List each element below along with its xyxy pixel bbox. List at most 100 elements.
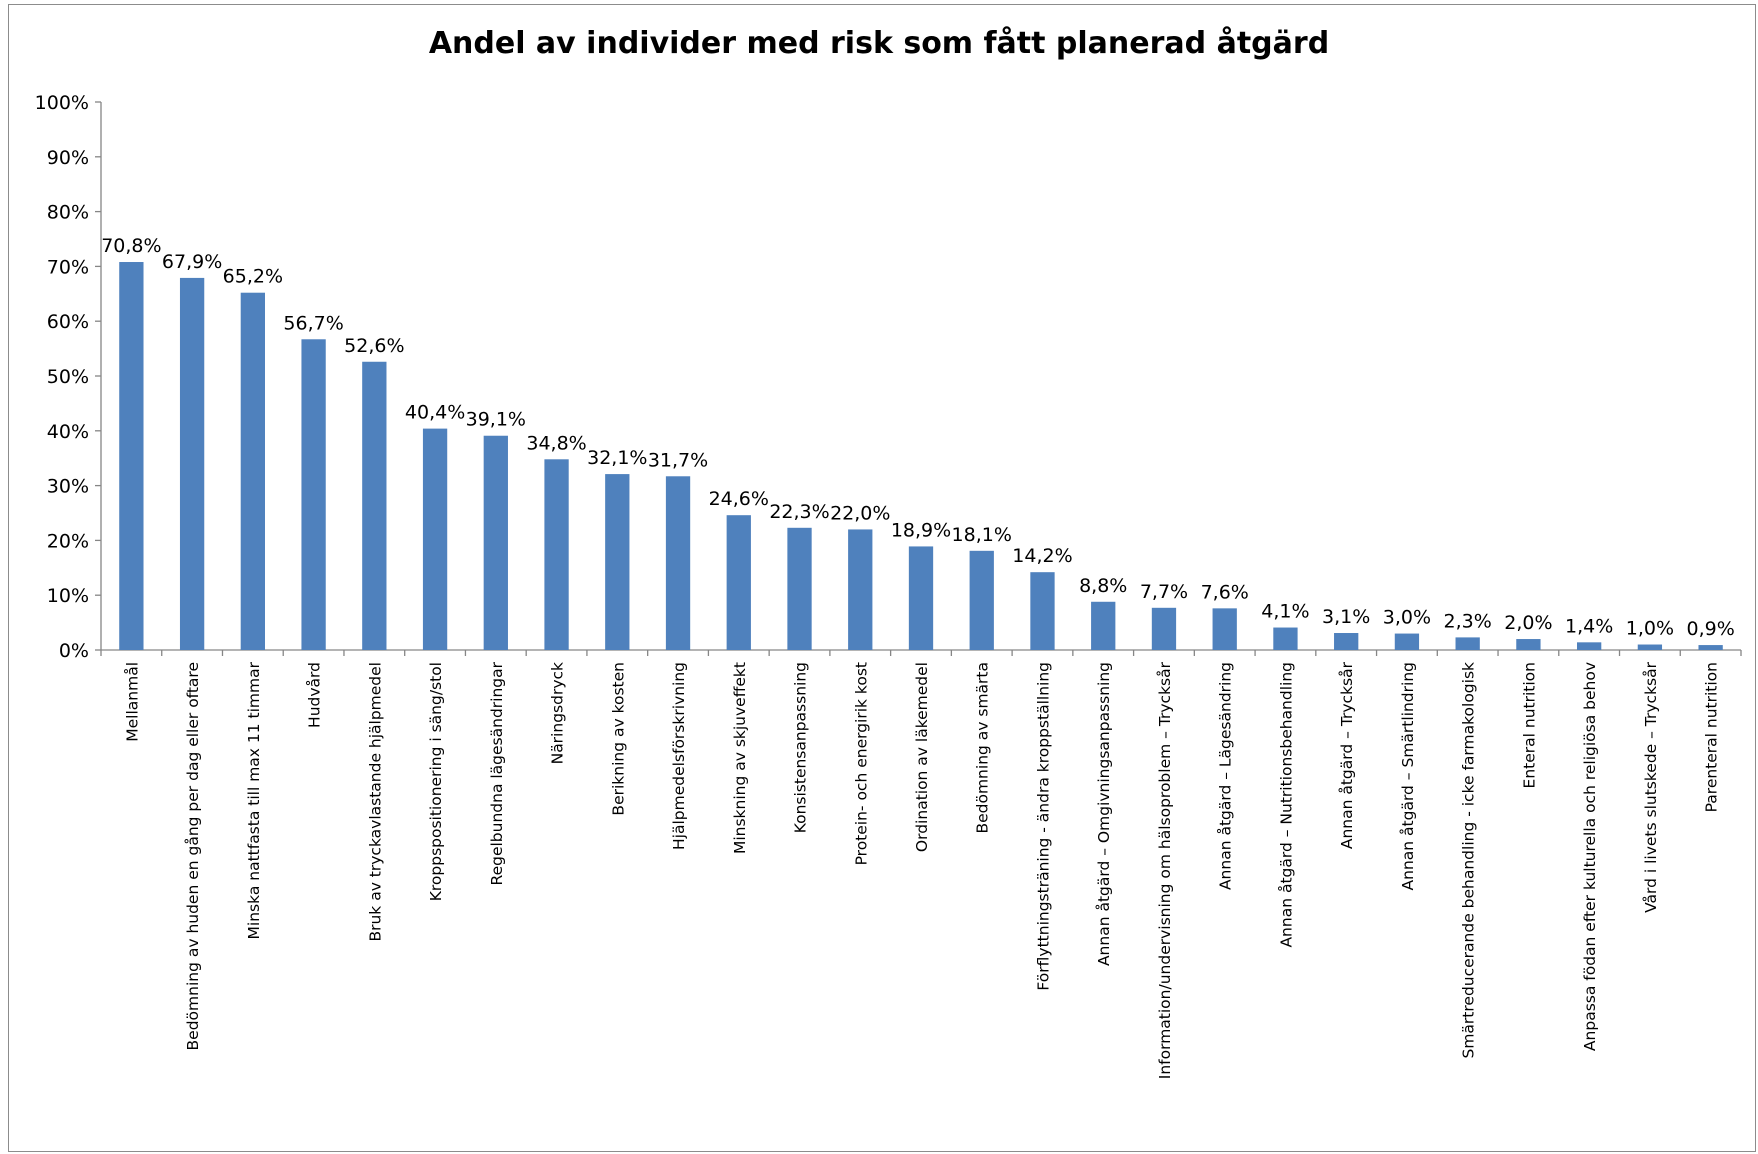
bar — [726, 515, 751, 650]
category-label: Enteral nutrition — [1520, 662, 1538, 788]
bar — [1273, 627, 1298, 650]
data-label: 7,7% — [1140, 581, 1188, 603]
bar — [301, 339, 326, 650]
y-tick-label: 60% — [47, 311, 89, 333]
bar — [848, 529, 873, 650]
category-label: Smärtreducerande behandling - icke farma… — [1460, 662, 1478, 1059]
data-label: 3,1% — [1322, 606, 1370, 628]
bar — [1577, 642, 1602, 650]
x-axis — [100, 649, 1742, 656]
bar — [787, 527, 812, 650]
bar — [665, 476, 691, 650]
data-label: 4,1% — [1261, 601, 1309, 623]
category-label: Förflyttningsträning - ändra kroppställn… — [1034, 662, 1052, 991]
bar — [908, 546, 934, 650]
bar — [605, 474, 630, 650]
category-label: Annan åtgärd – Omgivningsanpassning — [1095, 662, 1113, 966]
category-label: Mellanmål — [123, 662, 141, 742]
data-label: 52,6% — [344, 335, 404, 357]
data-label: 3,0% — [1383, 607, 1431, 629]
y-tick-label: 70% — [47, 256, 89, 278]
data-label: 22,3% — [769, 501, 829, 523]
y-tick-label: 100% — [35, 92, 89, 114]
data-label: 31,7% — [648, 449, 708, 471]
category-label: Näringsdryck — [549, 662, 567, 764]
data-label: 67,9% — [162, 251, 222, 273]
data-label: 7,6% — [1201, 581, 1249, 603]
data-label: 18,9% — [891, 519, 951, 541]
y-axis: 0% 10% 20% 30% 40% 50% 60% 70% 80% 90% 100% — [35, 92, 102, 662]
data-label: 14,2% — [1012, 545, 1072, 567]
category-label: Ordination av läkemedel — [913, 662, 931, 852]
data-label: 18,1% — [952, 524, 1012, 546]
data-label: 0,9% — [1686, 618, 1734, 640]
category-label: Parenteral nutrition — [1703, 662, 1721, 812]
y-tick-label: 90% — [47, 147, 89, 169]
category-label: Bedömning av smärta — [974, 662, 992, 834]
data-labels: 70,8%67,9%65,2% 56,7%52,6% 40,4% 39,1%34,8%… — [101, 235, 1735, 640]
data-label: 22,0% — [830, 502, 890, 524]
chart-title: Andel av individer med risk som fått pla… — [428, 26, 1330, 61]
category-label: Berikning av kosten — [609, 662, 627, 816]
bar — [179, 277, 205, 650]
category-label: Annan åtgärd – Lägesändring — [1217, 662, 1235, 890]
data-label: 1,0% — [1626, 618, 1674, 640]
data-label: 40,4% — [405, 402, 465, 424]
bar — [1212, 608, 1237, 650]
data-label: 2,3% — [1444, 610, 1492, 632]
category-label: Minskning av skjuveffekt — [731, 662, 749, 854]
y-tick-label: 0% — [59, 640, 89, 662]
category-label: Annan åtgärd – Nutritionsbehandling — [1277, 662, 1295, 948]
bar — [119, 262, 144, 650]
y-tick-label: 40% — [47, 421, 89, 443]
y-tick-label: 20% — [47, 530, 89, 552]
bar — [1030, 572, 1055, 650]
category-label: Anpassa födan efter kulturella och relig… — [1581, 662, 1599, 1051]
y-tick-label: 10% — [47, 585, 89, 607]
bar — [1334, 633, 1359, 650]
bar — [1151, 607, 1177, 650]
bar — [1091, 601, 1116, 650]
data-label: 70,8% — [101, 235, 161, 257]
y-tick-label: 50% — [47, 366, 89, 388]
data-label: 24,6% — [709, 488, 769, 510]
category-label: Protein- och energirik kost — [852, 662, 870, 865]
data-label: 56,7% — [283, 312, 343, 334]
bar — [1455, 637, 1480, 650]
y-tick-label: 30% — [47, 476, 89, 498]
category-labels: Mellanmål Bedömning av huden en gång per … — [123, 661, 1720, 1079]
data-label: 8,8% — [1079, 575, 1127, 597]
data-label: 39,1% — [466, 409, 526, 431]
category-label: Hjälpmedelsförskrivning — [670, 662, 688, 850]
data-label: 34,8% — [526, 432, 586, 454]
category-label: Annan åtgärd – Trycksår — [1338, 661, 1356, 849]
category-label: Annan åtgärd – Smärtlindring — [1399, 662, 1417, 890]
category-label: Konsistensanpassning — [792, 662, 810, 833]
bar — [1698, 645, 1723, 650]
bar — [1637, 644, 1663, 650]
data-label: 1,4% — [1565, 615, 1613, 637]
category-label: Regelbundna lägesändringar — [488, 661, 506, 885]
bar — [362, 361, 387, 650]
bar — [969, 550, 994, 650]
category-label: Minska nattfasta till max 11 timmar — [245, 661, 263, 939]
bar — [1394, 633, 1420, 650]
category-label: Bedömning av huden en gång per dag eller… — [184, 662, 202, 1050]
data-label: 65,2% — [223, 266, 283, 288]
bar — [422, 428, 448, 650]
category-label: Bruk av tryckavlastande hjälpmedel — [366, 662, 384, 942]
category-label: Kroppspositionering i säng/stol — [427, 662, 445, 901]
category-label: Hudvård — [306, 662, 324, 728]
chart-frame — [8, 4, 1756, 1152]
bar — [240, 292, 265, 650]
data-label: 2,0% — [1504, 612, 1552, 634]
bars — [119, 262, 1723, 650]
data-label: 32,1% — [587, 447, 647, 469]
bar — [1516, 639, 1541, 650]
bar — [483, 435, 508, 650]
category-label: Information/undervisning om hälsoproblem… — [1156, 661, 1174, 1079]
bar — [544, 459, 569, 650]
category-label: Vård i livets slutskede – Trycksår — [1642, 661, 1660, 913]
y-tick-label: 80% — [47, 202, 89, 224]
